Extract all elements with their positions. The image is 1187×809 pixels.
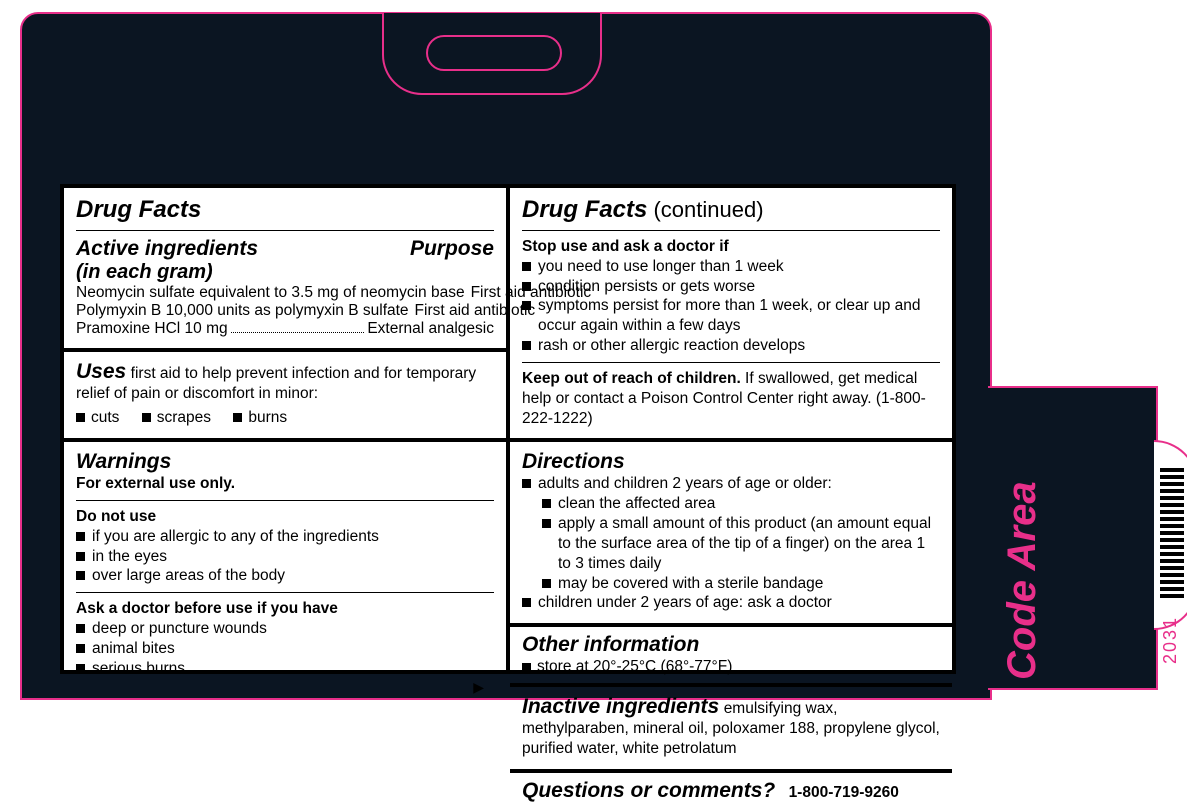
stopuse-item-2: symptoms persist for more than 1 week, o…: [522, 296, 940, 336]
do-not-use-heading: Do not use: [76, 507, 494, 527]
inactive-heading: Inactive ingredients: [522, 695, 719, 718]
drug-facts-continued-title: Drug Facts: [522, 196, 647, 223]
warnings-heading: Warnings: [76, 450, 171, 473]
other-info-heading: Other information: [522, 633, 699, 656]
directions-item-2: apply a small amount of this product (an…: [542, 514, 940, 573]
inactive-section: Inactive ingredients emulsifying wax, me…: [510, 687, 952, 773]
keep-out-text: Keep out of reach of children. If swallo…: [522, 369, 940, 428]
continued-section: Drug Facts (continued) Stop use and ask …: [510, 188, 952, 442]
active-ingredients-heading: Active ingredients: [76, 237, 258, 260]
donot-item-2: over large areas of the body: [76, 566, 494, 586]
drug-facts-title: Drug Facts: [76, 196, 494, 224]
active-name: Pramoxine HCl 10 mg: [76, 320, 228, 338]
active-row-2: Pramoxine HCl 10 mg External analgesic: [76, 320, 494, 338]
uses-text: first aid to help prevent infection and …: [76, 365, 476, 402]
directions-item-1: clean the affected area: [542, 494, 940, 514]
lot-code: 2031: [1160, 616, 1181, 664]
askdoc-item-1: animal bites: [76, 639, 494, 659]
warnings-section: Warnings For external use only. Do not u…: [64, 442, 506, 705]
active-row-1: Polymyxin B 10,000 units as polymyxin B …: [76, 302, 494, 320]
stop-use-heading: Stop use and ask a doctor if: [522, 237, 940, 257]
askdoc-item-0: deep or puncture wounds: [76, 619, 494, 639]
purpose-heading: Purpose: [410, 237, 494, 261]
uses-item-1: scrapes: [142, 408, 211, 428]
hang-hole: [426, 35, 562, 71]
active-ingredients-subheading: (in each gram): [76, 261, 494, 284]
active-purpose: External analgesic: [367, 320, 494, 338]
barcode-icon: [1160, 468, 1184, 598]
askdoc-item-2: serious burns: [76, 659, 494, 679]
drug-facts-panel: Drug Facts Active ingredients Purpose (i…: [60, 184, 956, 674]
directions-item-0: adults and children 2 years of age or ol…: [522, 474, 940, 494]
directions-item-3: may be covered with a sterile bandage: [542, 574, 940, 594]
questions-phone: 1-800-719-9260: [789, 784, 899, 801]
other-info-section: Other information store at 20°-25°C (68°…: [510, 627, 952, 687]
uses-item-2: burns: [233, 408, 287, 428]
active-name: Neomycin sulfate equivalent to 3.5 mg of…: [76, 284, 465, 302]
external-use-only: For external use only.: [76, 474, 494, 494]
uses-item-0: cuts: [76, 408, 119, 428]
questions-heading: Questions or comments?: [522, 779, 775, 802]
code-area-label: Code Area: [1000, 481, 1045, 680]
uses-heading: Uses: [76, 360, 126, 383]
directions-item-4: children under 2 years of age: ask a doc…: [522, 593, 940, 613]
title-section: Drug Facts Active ingredients Purpose (i…: [64, 188, 506, 352]
ask-doctor-heading: Ask a doctor before use if you have: [76, 599, 494, 619]
continue-arrow-icon: ▶: [76, 679, 494, 696]
stopuse-item-0: you need to use longer than 1 week: [522, 257, 940, 277]
directions-heading: Directions: [522, 450, 625, 473]
package-back: Drug Facts Active ingredients Purpose (i…: [20, 12, 992, 700]
uses-section: Uses first aid to help prevent infection…: [64, 352, 506, 442]
directions-section: Directions adults and children 2 years o…: [510, 442, 952, 627]
donot-item-0: if you are allergic to any of the ingred…: [76, 527, 494, 547]
active-row-0: Neomycin sulfate equivalent to 3.5 mg of…: [76, 284, 494, 302]
questions-section: Questions or comments? 1-800-719-9260: [510, 773, 952, 809]
donot-item-1: in the eyes: [76, 547, 494, 567]
stopuse-item-1: condition persists or gets worse: [522, 277, 940, 297]
active-name: Polymyxin B 10,000 units as polymyxin B …: [76, 302, 409, 320]
continued-suffix: (continued): [647, 197, 763, 222]
other-info-item: store at 20°-25°C (68°-77°F): [522, 657, 732, 677]
stopuse-item-3: rash or other allergic reaction develops: [522, 336, 940, 356]
hang-tab: [382, 13, 602, 95]
